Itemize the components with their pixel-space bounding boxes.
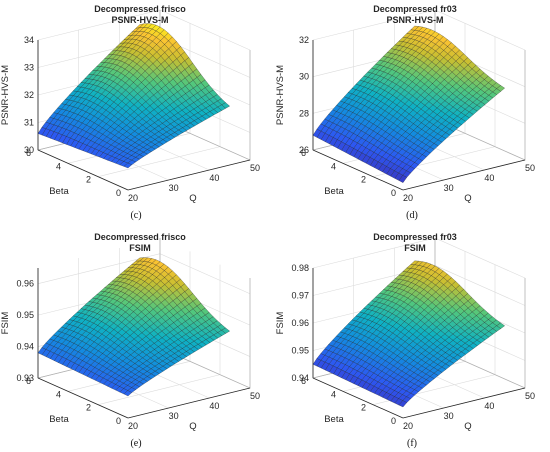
z-tick-label: 0.95 <box>291 346 309 356</box>
surface <box>312 260 506 408</box>
beta-tick-label: 4 <box>56 161 61 171</box>
beta-axis-line <box>312 149 404 191</box>
z-tick-label: 32 <box>299 35 309 45</box>
surface-patch <box>496 322 506 329</box>
beta-tick-label: 2 <box>361 175 366 185</box>
beta-tick-label: 4 <box>331 161 336 171</box>
q-axis-label: Q <box>189 193 196 204</box>
z-tick-label: 0.96 <box>291 318 309 328</box>
chart-title: Decompressed fr03 <box>373 232 457 242</box>
surface <box>37 257 231 397</box>
q-axis-line <box>127 159 251 191</box>
panel-caption: (c) <box>130 210 141 221</box>
q-tick-label: 30 <box>169 183 179 193</box>
z-axis-label: PSNR-HVS-M <box>0 65 11 125</box>
z-tick-label: 0.97 <box>291 291 309 301</box>
panel-caption: (f) <box>407 438 417 449</box>
z-tick-label: 0.98 <box>291 263 309 273</box>
beta-axis-line <box>37 149 129 191</box>
chart-title: Decompressed fr03 <box>373 4 457 14</box>
z-tick-label: 0.96 <box>16 279 34 289</box>
chart-panel-3: 0.930.940.950.96203040500246QBetaFSIMDec… <box>0 232 260 432</box>
q-axis-label: Q <box>464 193 471 204</box>
chart-panel-2: 26283032203040500246QBetaPSNR-HVS-MDecom… <box>275 4 535 204</box>
beta-tick-label: 0 <box>116 188 121 198</box>
z-tick-label: 30 <box>24 145 34 155</box>
q-tick-label: 50 <box>250 391 260 401</box>
q-tick-label: 40 <box>209 401 219 411</box>
beta-tick-label: 2 <box>86 175 91 185</box>
beta-tick-label: 6 <box>26 376 31 386</box>
q-axis-line <box>127 387 251 419</box>
z-axis-label: PSNR-HVS-M <box>275 65 286 125</box>
beta-tick-label: 6 <box>26 148 31 158</box>
z-axis-label: FSIM <box>275 312 286 335</box>
q-axis-line <box>402 387 526 419</box>
z-tick-label: 34 <box>24 35 34 45</box>
chart-subtitle: PSNR-HVS-M <box>386 15 443 25</box>
chart-subtitle: PSNR-HVS-M <box>111 15 168 25</box>
q-tick-label: 20 <box>128 421 138 431</box>
z-tick-label: 0.94 <box>291 373 309 383</box>
z-tick-label: 30 <box>299 72 309 82</box>
chart-panel-1: 3031323334203040500246QBetaPSNR-HVS-MDec… <box>0 4 260 204</box>
z-tick-label: 31 <box>24 118 34 128</box>
q-tick-label: 20 <box>403 421 413 431</box>
surface-patch <box>496 85 505 92</box>
z-tick-label: 0.94 <box>16 342 34 352</box>
q-tick-label: 30 <box>444 183 454 193</box>
z-tick-label: 33 <box>24 63 34 73</box>
q-tick-label: 50 <box>525 163 535 173</box>
panel-caption: (e) <box>130 438 141 449</box>
q-axis-label: Q <box>464 421 471 432</box>
chart-panel-4: 0.94 0.95 0.96 0.97 0.98 20 30 40 50 0 2 4 6 Q Beta FSI… <box>275 232 535 432</box>
q-axis-line <box>402 159 526 191</box>
beta-tick-label: 6 <box>301 376 306 386</box>
beta-tick-label: 2 <box>86 403 91 413</box>
beta-axis-line <box>312 377 404 419</box>
beta-tick-label: 6 <box>301 148 306 158</box>
beta-tick-label: 0 <box>116 416 121 426</box>
beta-axis-label: Beta <box>49 186 69 197</box>
q-tick-label: 30 <box>444 411 454 421</box>
q-axis-label: Q <box>189 421 196 432</box>
beta-tick-label: 0 <box>391 416 396 426</box>
beta-axis-line <box>37 377 129 419</box>
beta-tick-label: 4 <box>56 389 61 399</box>
q-tick-label: 40 <box>484 401 494 411</box>
q-tick-label: 20 <box>128 193 138 203</box>
surface <box>312 25 505 183</box>
q-tick-label: 50 <box>525 391 535 401</box>
beta-axis-label: Beta <box>324 186 344 197</box>
z-axis-label: FSIM <box>0 312 11 335</box>
q-tick-label: 40 <box>209 173 219 183</box>
surface <box>37 23 231 169</box>
chart-subtitle: FSIM <box>129 243 151 253</box>
q-tick-label: 50 <box>250 163 260 173</box>
chart-title: Decompressed frisco <box>94 232 186 242</box>
beta-tick-label: 4 <box>331 389 336 399</box>
z-tick-label: 28 <box>299 108 309 118</box>
beta-tick-label: 2 <box>361 403 366 413</box>
q-tick-label: 40 <box>484 173 494 183</box>
chart-title: Decompressed frisco <box>94 4 186 14</box>
z-tick-label: 32 <box>24 90 34 100</box>
beta-axis-label: Beta <box>49 414 69 425</box>
beta-tick-label: 0 <box>391 188 396 198</box>
z-tick-label: 26 <box>299 145 309 155</box>
surface-patch <box>221 327 231 334</box>
q-tick-label: 30 <box>169 411 179 421</box>
q-tick-label: 20 <box>403 193 413 203</box>
z-tick-label: 0.93 <box>16 373 34 383</box>
chart-subtitle: FSIM <box>404 243 426 253</box>
beta-axis-label: Beta <box>324 414 344 425</box>
surface-patch <box>221 102 231 109</box>
panel-caption: (d) <box>406 210 418 221</box>
z-tick-label: 0.95 <box>16 310 34 320</box>
